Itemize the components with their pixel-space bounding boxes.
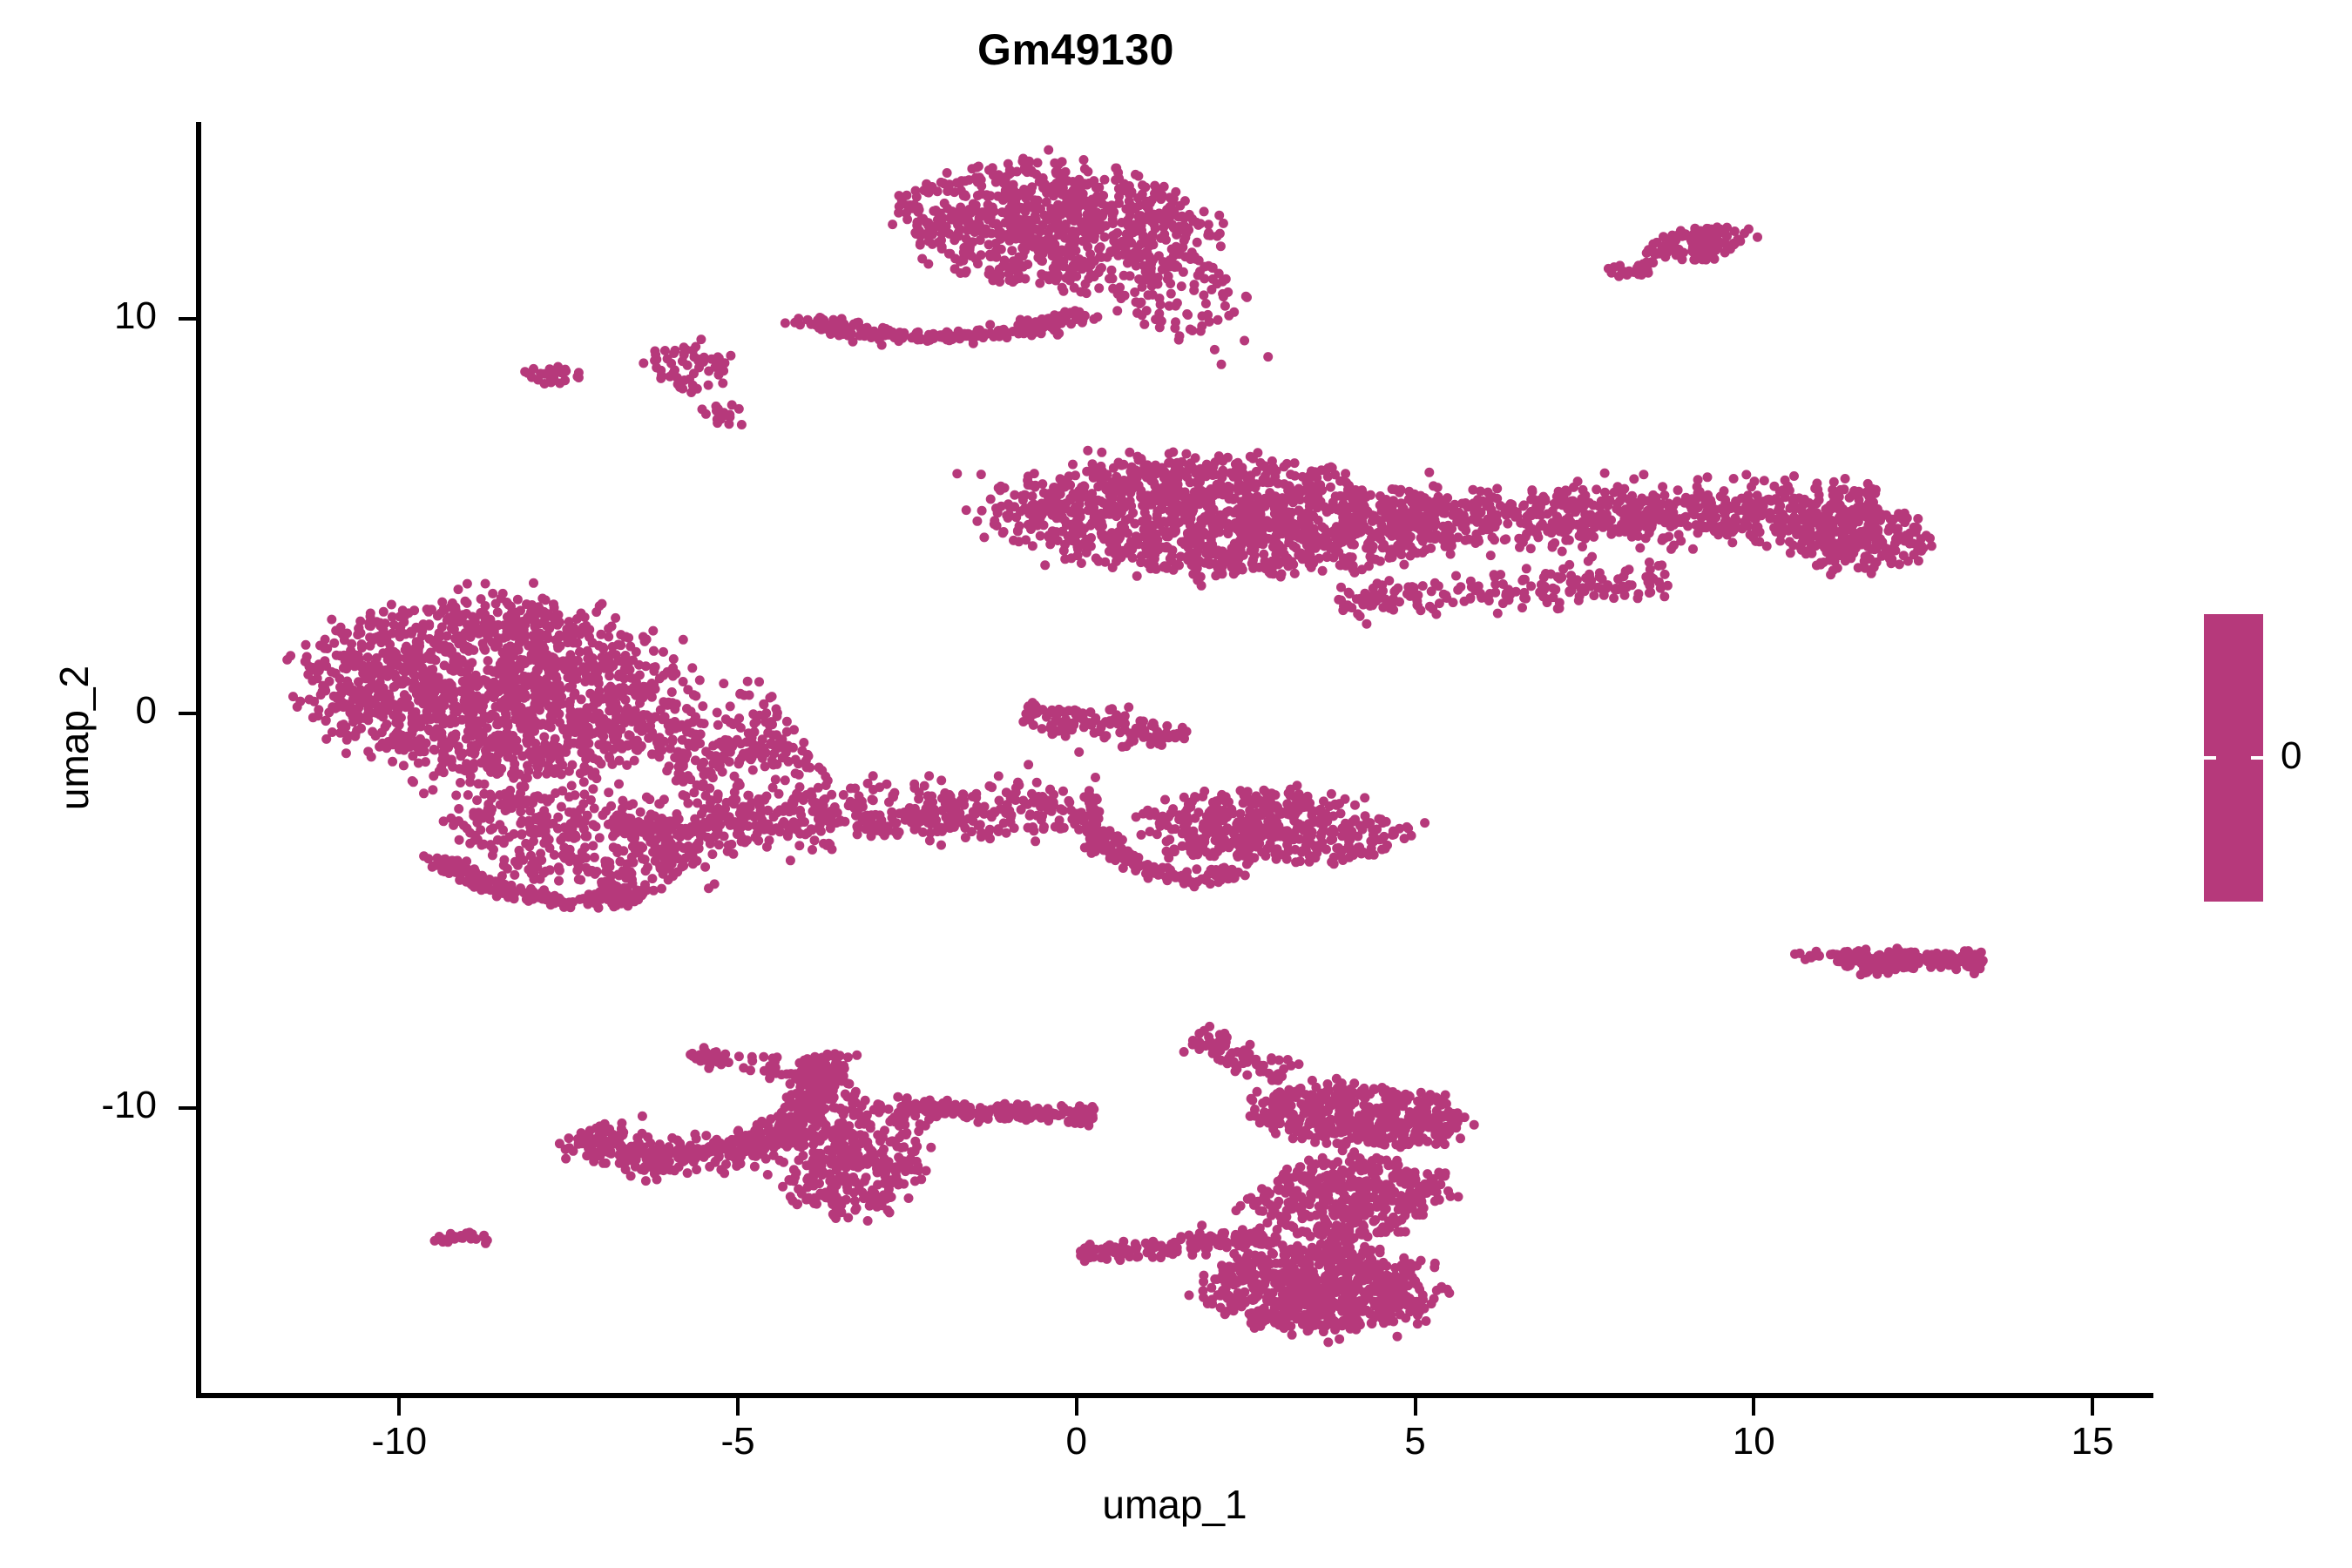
x-tick-label-5: 5 bbox=[1404, 1420, 1426, 1463]
colorbar-legend: 0 bbox=[2204, 614, 2343, 963]
x-tick-label--10: -10 bbox=[371, 1420, 428, 1463]
x-tick-0 bbox=[1074, 1398, 1078, 1416]
colorbar-tick-label: 0 bbox=[2281, 734, 2302, 777]
plot-panel bbox=[196, 122, 2153, 1396]
x-tick-label-0: 0 bbox=[1065, 1420, 1087, 1463]
x-tick-label--5: -5 bbox=[720, 1420, 755, 1463]
x-tick-15 bbox=[2091, 1398, 2095, 1416]
x-tick-label-15: 15 bbox=[2071, 1420, 2114, 1463]
y-tick-label-10: 10 bbox=[114, 294, 157, 338]
y-tick-label--10: -10 bbox=[101, 1083, 157, 1126]
x-tick-label-10: 10 bbox=[1732, 1420, 1775, 1463]
y-axis-label: umap_2 bbox=[51, 665, 97, 811]
y-tick-0 bbox=[179, 711, 196, 715]
x-tick--10 bbox=[397, 1398, 402, 1416]
x-axis-label: umap_1 bbox=[1102, 1482, 1247, 1527]
y-tick-label-0: 0 bbox=[135, 688, 157, 732]
x-tick-5 bbox=[1413, 1398, 1417, 1416]
x-tick-10 bbox=[1752, 1398, 1756, 1416]
colorbar-tick-right bbox=[2251, 756, 2263, 760]
colorbar-tick-left bbox=[2204, 756, 2216, 760]
page-title: Gm49130 bbox=[977, 25, 1174, 74]
y-axis-line bbox=[196, 122, 201, 1398]
x-axis-line bbox=[196, 1393, 2153, 1398]
y-tick-10 bbox=[179, 317, 196, 321]
x-tick--5 bbox=[736, 1398, 740, 1416]
y-tick--10 bbox=[179, 1105, 196, 1110]
